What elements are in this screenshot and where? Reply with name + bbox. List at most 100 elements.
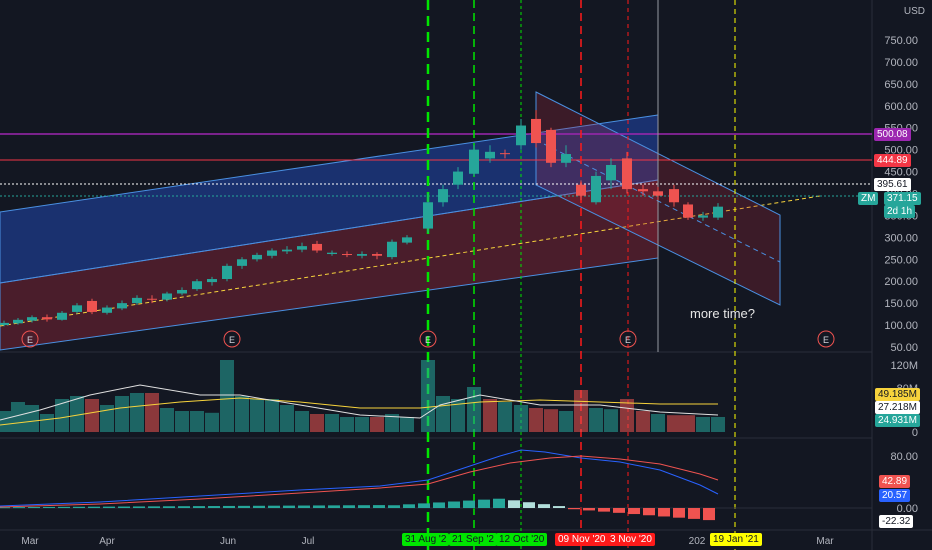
candle-body [516, 125, 526, 146]
candle-body [177, 289, 187, 294]
volume-bar [651, 414, 665, 432]
countdown-badge: 2d 1h [884, 205, 916, 218]
volume-badge-3: 24.931M [875, 414, 920, 427]
volume-bar [498, 402, 512, 432]
candle-body [72, 305, 82, 312]
time-tick-label: Jul [302, 536, 315, 547]
time-tick-label: Apr [99, 536, 115, 547]
volume-bar [220, 360, 234, 432]
volume-bar [529, 408, 543, 432]
volume-bar [160, 408, 174, 432]
time-tick-label: Mar [816, 536, 834, 547]
macd-hist-bar [613, 508, 625, 513]
candle-body [342, 254, 352, 256]
macd-hist-bar [178, 506, 190, 508]
macd-hist-bar [493, 498, 505, 508]
volume-bar [589, 408, 603, 432]
price-tick-label: 50.00 [890, 342, 918, 354]
macd-hist-bar [328, 505, 340, 508]
candle-body [698, 215, 708, 218]
volume-bar [310, 414, 324, 432]
volume-bar [604, 409, 618, 432]
volume-bar [385, 414, 399, 432]
macd-hist-bar [403, 504, 415, 508]
volume-bar [620, 399, 634, 432]
date-tag-nov9: 09 Nov '20 [555, 533, 609, 546]
date-tag-oct: 12 Oct '20 [496, 533, 548, 546]
earnings-label: E [823, 335, 829, 345]
candle-body [57, 312, 67, 320]
macd-hist-bar [523, 502, 535, 508]
volume-bar [190, 411, 204, 432]
candle-body [327, 252, 337, 255]
macd-hist-bar [133, 506, 145, 508]
macd-hist-bar [193, 506, 205, 508]
macd-hist-bar [688, 508, 700, 519]
volume-bar [574, 390, 588, 432]
candle-body [372, 254, 382, 256]
volume-bar [636, 411, 650, 432]
volume-bar [355, 417, 369, 432]
macd-hist-bar [208, 506, 220, 508]
macd-hist-bar [0, 507, 10, 509]
volume-bar [70, 396, 84, 432]
volume-bar [265, 399, 279, 432]
volume-bar [25, 405, 39, 432]
candle-body [438, 189, 448, 203]
volume-bar [115, 396, 129, 432]
date-tag-jan: 19 Jan '21 [710, 533, 762, 546]
time-tick-label: Jun [220, 536, 236, 547]
candle-body [546, 129, 556, 163]
candle-body [13, 319, 23, 324]
volume-bar [667, 415, 681, 432]
volume-bar [130, 393, 144, 432]
earnings-label: E [425, 335, 431, 345]
macd-hist-bar [553, 506, 565, 508]
volume-bar [467, 387, 481, 432]
currency-label: USD [903, 6, 925, 17]
candle-body [423, 202, 433, 229]
earnings-marker [21, 330, 39, 348]
macd-hist-bar [568, 508, 580, 510]
volume-bar [436, 396, 450, 432]
macd-hist-bar [478, 499, 490, 508]
candle-body [606, 164, 616, 181]
time-tick-label: Mar [21, 536, 39, 547]
volume-bar [559, 411, 573, 432]
macd-hist-bar [343, 505, 355, 508]
macd-hist-bar [103, 506, 115, 508]
macd-hist-bar [358, 505, 370, 508]
macd-hist-bar [43, 506, 55, 508]
volume-bar [250, 399, 264, 432]
macd-hist-bar [673, 508, 685, 518]
macd-line [0, 449, 719, 507]
volume-bar [400, 417, 414, 432]
macd-hist-bar [283, 505, 295, 508]
candle-body [357, 254, 367, 256]
volume-bar [711, 417, 725, 432]
price-tick-label: 750.00 [884, 35, 918, 47]
candle-body [0, 322, 9, 326]
volume-bar [205, 412, 219, 432]
price-tick-label: 450.00 [884, 167, 918, 179]
earnings-marker [223, 330, 241, 348]
candle-body [102, 307, 112, 313]
volume-tick-label: 0 [912, 427, 918, 439]
volume-bar [235, 396, 249, 432]
candle-body [297, 246, 307, 250]
candle-body [42, 317, 52, 320]
macd-hist-bar [58, 506, 70, 508]
candle-body [561, 154, 571, 163]
volume-bar [451, 399, 465, 432]
time-tick-label: 202 [689, 536, 706, 547]
volume-bar [370, 417, 384, 432]
macd-hist-bar [73, 506, 85, 508]
macd-hist-bar [388, 505, 400, 508]
candle-body [402, 237, 412, 243]
candle-body [87, 300, 97, 312]
macd-hist-bar [583, 508, 595, 511]
candle-body [500, 153, 510, 155]
macd-hist-bar [313, 505, 325, 508]
dotted-level-badge: 395.61 [874, 178, 911, 191]
